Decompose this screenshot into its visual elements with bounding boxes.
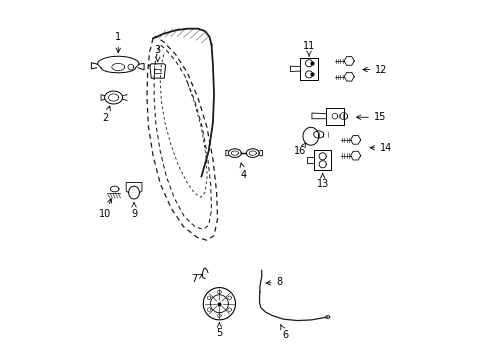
Text: 8: 8: [265, 277, 282, 287]
Text: 15: 15: [356, 112, 386, 122]
Text: 2: 2: [102, 106, 110, 123]
Text: 10: 10: [99, 198, 111, 219]
Text: 16: 16: [293, 143, 305, 156]
Text: 12: 12: [362, 64, 387, 75]
Text: 11: 11: [302, 41, 315, 56]
Text: 13: 13: [316, 174, 328, 189]
Text: 6: 6: [280, 325, 288, 340]
Text: 9: 9: [131, 203, 137, 219]
Text: 4: 4: [240, 163, 246, 180]
Text: 1: 1: [115, 32, 121, 53]
Text: 3: 3: [154, 45, 161, 62]
Text: 14: 14: [369, 143, 391, 153]
Text: 5: 5: [216, 323, 222, 338]
Text: 7: 7: [191, 274, 203, 284]
